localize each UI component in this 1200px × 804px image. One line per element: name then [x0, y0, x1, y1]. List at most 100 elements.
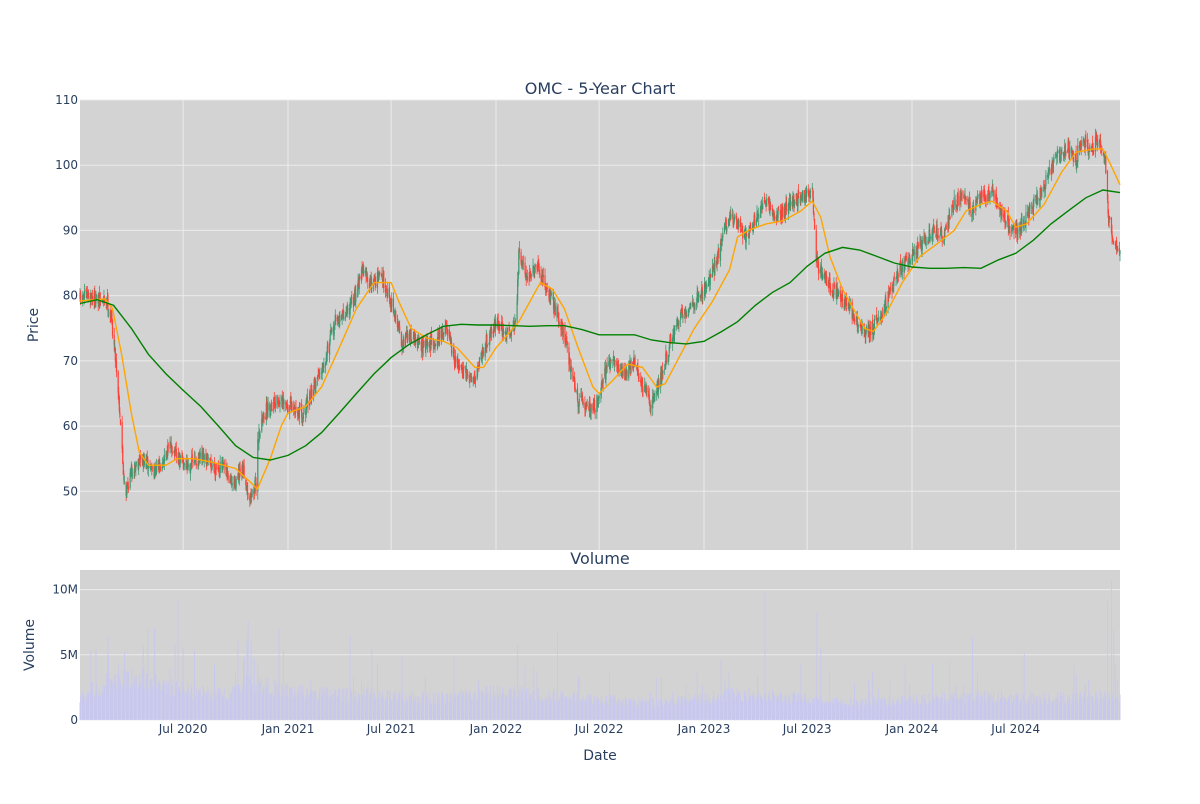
candle-body [169, 442, 171, 449]
volume-bar [358, 694, 360, 720]
candle-body [917, 243, 919, 257]
volume-bar [988, 696, 990, 720]
volume-bar [838, 701, 839, 720]
candle-body [642, 389, 644, 392]
volume-bar [585, 702, 587, 720]
candle-body [266, 400, 268, 414]
candle-body [430, 336, 432, 349]
volume-bar [828, 671, 830, 720]
volume-bar [94, 695, 96, 720]
volume-bar [277, 686, 279, 720]
volume-bar [461, 689, 463, 720]
volume-bar [865, 705, 867, 720]
candle-body [917, 244, 919, 248]
candle-body [701, 287, 703, 299]
candle-body [338, 319, 340, 325]
candle-body [107, 310, 110, 312]
volume-bar [266, 685, 268, 720]
candle-body [612, 356, 614, 359]
volume-bar [565, 696, 567, 720]
volume-bar [166, 680, 168, 720]
volume-bar [209, 691, 211, 720]
volume-bar [795, 701, 797, 720]
volume-bar [254, 694, 256, 720]
volume-bar [881, 696, 883, 720]
volume-bar [210, 695, 212, 720]
candle-body [1055, 154, 1057, 156]
volume-bar [765, 702, 767, 720]
volume-bar [574, 692, 576, 720]
volume-bar [617, 698, 619, 720]
volume-bar [649, 692, 651, 720]
candle-body [726, 226, 728, 232]
volume-bar [84, 701, 86, 720]
volume-bar [411, 692, 413, 720]
volume-bar [261, 693, 263, 720]
volume-bar [848, 706, 850, 720]
candle-body [586, 404, 588, 406]
volume-bar [828, 702, 830, 720]
volume-bar [650, 707, 652, 720]
volume-bar [270, 693, 272, 720]
price-candles [79, 128, 1121, 507]
volume-bar [474, 691, 476, 720]
volume-bar [694, 694, 696, 720]
volume-bar [1080, 702, 1082, 720]
volume-bar [1021, 692, 1023, 720]
candle-body [391, 298, 393, 307]
volume-bar [481, 689, 483, 720]
candle-body [521, 262, 523, 266]
volume-bar [149, 678, 151, 720]
candle-body [219, 461, 221, 474]
volume-bar [941, 692, 943, 720]
volume-bar [761, 699, 763, 720]
volume-bar [255, 692, 256, 720]
volume-bar [734, 699, 736, 720]
candle-body [484, 347, 486, 357]
volume-bar [979, 700, 981, 720]
volume-bar [744, 696, 746, 720]
volume-bar [116, 690, 117, 720]
volume-bar [624, 695, 626, 720]
volume-bars [79, 580, 1121, 720]
candle-body [1057, 150, 1059, 154]
volume-bar [493, 685, 495, 720]
volume-bar [1108, 698, 1110, 720]
candle-body [90, 292, 92, 300]
volume-bar [524, 665, 526, 720]
volume-bar [381, 690, 383, 720]
candle-body [438, 339, 440, 346]
volume-bar [824, 703, 826, 720]
candle-body [261, 418, 263, 432]
candle-body [423, 340, 425, 347]
candle-body [529, 272, 531, 278]
candle-body [369, 281, 371, 289]
candle-body [229, 480, 232, 482]
volume-bar [325, 694, 327, 720]
candle-body [754, 214, 756, 226]
volume-bar [259, 676, 260, 720]
volume-bar [285, 683, 287, 720]
volume-bar [394, 698, 396, 720]
volume-bar [477, 680, 479, 720]
volume-bar [981, 694, 983, 720]
volume-bar [492, 691, 494, 720]
candle-body [449, 337, 451, 339]
candle-body [79, 291, 82, 298]
candle-body [790, 200, 792, 206]
candle-body [948, 214, 950, 229]
price-tick-label: 110 [55, 93, 78, 107]
volume-bar [423, 695, 425, 720]
volume-bar [460, 691, 462, 720]
volume-bar [987, 691, 989, 720]
candle-body [1016, 225, 1018, 235]
volume-bar [442, 694, 444, 720]
candle-body [811, 187, 813, 189]
candle-body [568, 347, 570, 365]
candle-body [682, 315, 684, 319]
volume-bar [147, 628, 149, 720]
volume-bar [720, 658, 722, 720]
candle-body [688, 307, 690, 312]
volume-bar [561, 696, 563, 720]
volume-bar [118, 663, 120, 720]
